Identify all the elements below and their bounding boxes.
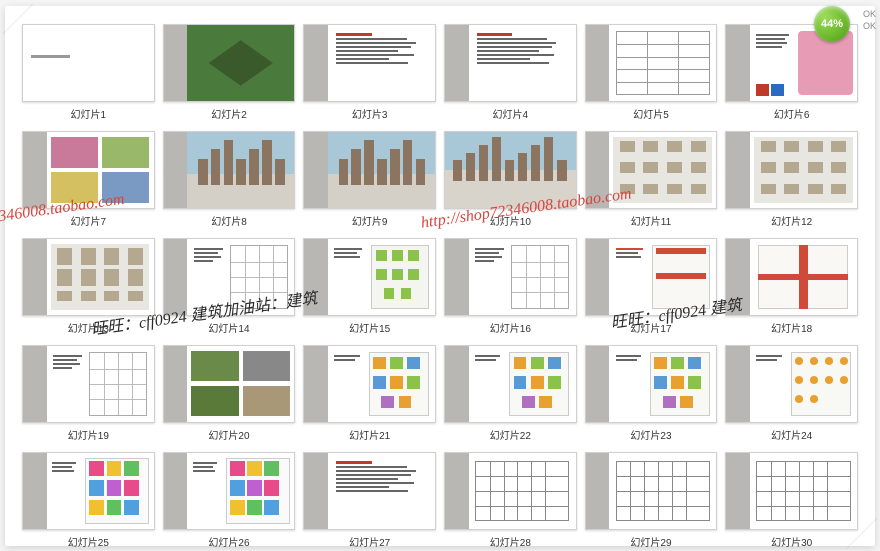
slide-caption-21: 幻灯片21 [349,427,390,442]
slide-thumb-8[interactable] [163,131,296,209]
slide-9[interactable]: 幻灯片9 [303,131,436,228]
slide-19[interactable]: 幻灯片19 [22,345,155,442]
slide-thumb-1[interactable] [22,24,155,102]
slide-thumb-2[interactable] [163,24,296,102]
slide-caption-3: 幻灯片3 [352,106,388,121]
slide-17[interactable]: 幻灯片17 [585,238,718,335]
slide-caption-12: 幻灯片12 [771,213,812,228]
slide-caption-16: 幻灯片16 [490,320,531,335]
slide-caption-6: 幻灯片6 [774,106,810,121]
slide-thumb-26[interactable] [163,452,296,530]
slide-thumb-7[interactable] [22,131,155,209]
slide-thumb-18[interactable] [725,238,858,316]
slide-18[interactable]: 幻灯片18 [725,238,858,335]
slide-caption-5: 幻灯片5 [633,106,669,121]
slide-23[interactable]: 幻灯片23 [585,345,718,442]
slide-21[interactable]: 幻灯片21 [303,345,436,442]
slide-22[interactable]: 幻灯片22 [444,345,577,442]
slide-caption-19: 幻灯片19 [68,427,109,442]
slide-caption-26: 幻灯片26 [208,534,249,549]
slide-thumb-11[interactable] [585,131,718,209]
slide-caption-9: 幻灯片9 [352,213,388,228]
slide-20[interactable]: 幻灯片20 [163,345,296,442]
slide-caption-25: 幻灯片25 [68,534,109,549]
slide-24[interactable]: 幻灯片24 [725,345,858,442]
slide-caption-27: 幻灯片27 [349,534,390,549]
slide-caption-1: 幻灯片1 [71,106,107,121]
slide-caption-2: 幻灯片2 [211,106,247,121]
slide-thumb-19[interactable] [22,345,155,423]
slide-thumb-22[interactable] [444,345,577,423]
slide-30[interactable]: 幻灯片30 [725,452,858,549]
slide-13[interactable]: 幻灯片13 [22,238,155,335]
slide-thumb-25[interactable] [22,452,155,530]
slide-caption-11: 幻灯片11 [631,213,671,228]
slide-28[interactable]: 幻灯片28 [444,452,577,549]
slide-thumb-23[interactable] [585,345,718,423]
slide-caption-23: 幻灯片23 [630,427,671,442]
slide-thumb-4[interactable] [444,24,577,102]
slide-15[interactable]: 幻灯片15 [303,238,436,335]
slide-14[interactable]: 幻灯片14 [163,238,296,335]
slide-thumb-12[interactable] [725,131,858,209]
slide-caption-24: 幻灯片24 [771,427,812,442]
slide-caption-7: 幻灯片7 [71,213,107,228]
slide-caption-18: 幻灯片18 [771,320,812,335]
slide-thumb-20[interactable] [163,345,296,423]
slide-caption-20: 幻灯片20 [208,427,249,442]
slide-thumb-17[interactable] [585,238,718,316]
slide-caption-30: 幻灯片30 [771,534,812,549]
slide-caption-15: 幻灯片15 [349,320,390,335]
slide-thumb-24[interactable] [725,345,858,423]
slide-thumb-30[interactable] [725,452,858,530]
slide-thumb-15[interactable] [303,238,436,316]
slide-29[interactable]: 幻灯片29 [585,452,718,549]
slide-thumb-14[interactable] [163,238,296,316]
slide-5[interactable]: 幻灯片5 [585,24,718,121]
slide-1[interactable]: 幻灯片1 [22,24,155,121]
slide-12[interactable]: 幻灯片12 [725,131,858,228]
slide-11[interactable]: 幻灯片11 [585,131,718,228]
slide-2[interactable]: 幻灯片2 [163,24,296,121]
slide-10[interactable]: 幻灯片10 [444,131,577,228]
zoom-badge[interactable]: 44% [814,6,850,42]
slide-thumb-9[interactable] [303,131,436,209]
slide-caption-29: 幻灯片29 [630,534,671,549]
slide-caption-14: 幻灯片14 [208,320,249,335]
slide-26[interactable]: 幻灯片26 [163,452,296,549]
zoom-percent-label: 44% [821,18,843,30]
slide-caption-17: 幻灯片17 [630,320,671,335]
slide-thumb-3[interactable] [303,24,436,102]
slide-7[interactable]: 幻灯片7 [22,131,155,228]
slide-grid: 幻灯片1 幻灯片2 幻灯片3 幻灯片4 幻灯片5 幻灯片6 幻灯片7 幻灯片8 … [22,24,858,533]
slide-thumb-21[interactable] [303,345,436,423]
slide-8[interactable]: 幻灯片8 [163,131,296,228]
slide-thumb-29[interactable] [585,452,718,530]
slide-16[interactable]: 幻灯片16 [444,238,577,335]
slide-4[interactable]: 幻灯片4 [444,24,577,121]
slide-caption-13: 幻灯片13 [68,320,109,335]
slide-thumb-27[interactable] [303,452,436,530]
slide-caption-10: 幻灯片10 [490,213,531,228]
slide-3[interactable]: 幻灯片3 [303,24,436,121]
slide-caption-22: 幻灯片22 [490,427,531,442]
slide-thumb-5[interactable] [585,24,718,102]
slide-thumb-16[interactable] [444,238,577,316]
slide-caption-4: 幻灯片4 [493,106,529,121]
slide-caption-28: 幻灯片28 [490,534,531,549]
zoom-side-labels: OK OK [863,8,876,32]
slide-caption-8: 幻灯片8 [211,213,247,228]
slide-25[interactable]: 幻灯片25 [22,452,155,549]
slide-thumb-10[interactable] [444,131,577,209]
slide-thumb-28[interactable] [444,452,577,530]
slide-27[interactable]: 幻灯片27 [303,452,436,549]
slide-thumb-13[interactable] [22,238,155,316]
